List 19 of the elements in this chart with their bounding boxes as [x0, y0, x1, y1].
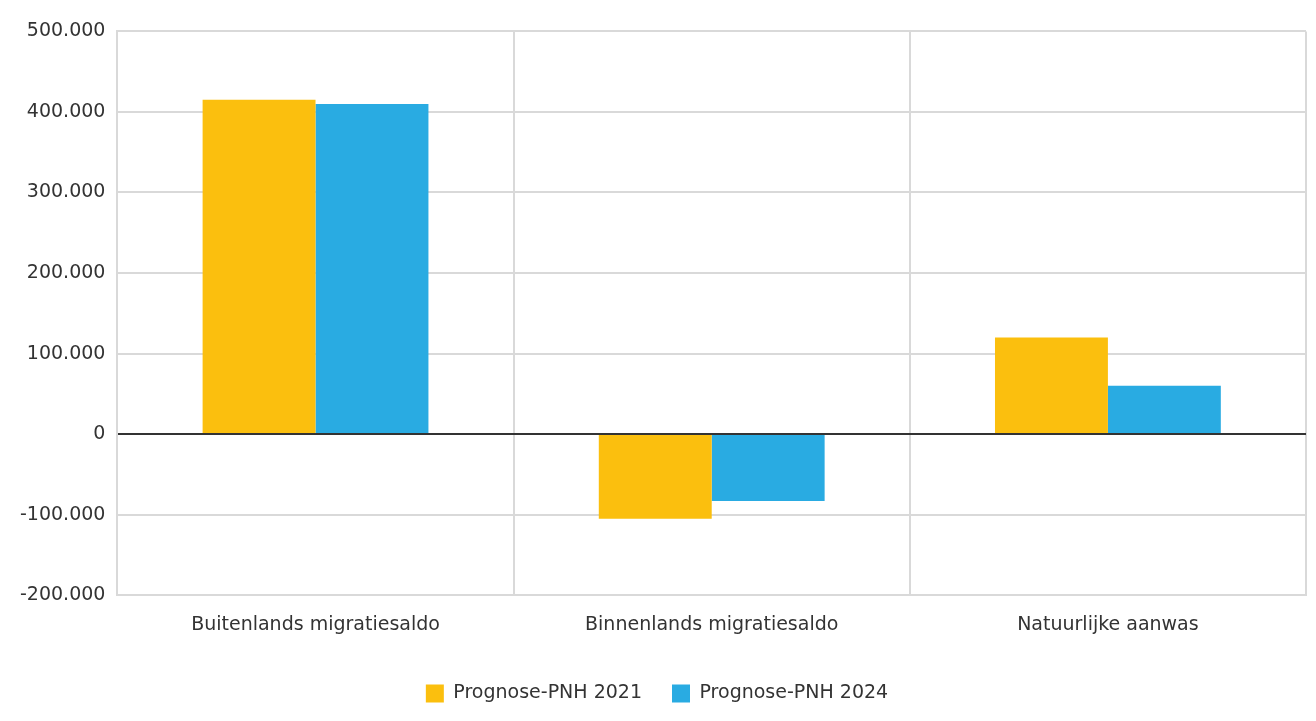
x-tick-label: Natuurlijke aanwas	[1017, 611, 1199, 634]
x-tick-label: Binnenlands migratiesaldo	[585, 611, 839, 634]
x-tick-label: Buitenlands migratiesaldo	[191, 611, 440, 634]
bar	[315, 103, 429, 434]
legend-label: Prognose-PNH 2021	[453, 680, 643, 703]
bar	[994, 337, 1108, 434]
y-tick-label: 400.000	[26, 98, 106, 121]
y-tick-label: 300.000	[26, 179, 106, 202]
y-tick-label: 0	[93, 421, 106, 444]
y-tick-label: 500.000	[26, 18, 106, 41]
y-tick-label: -200.000	[19, 582, 106, 605]
bar	[202, 99, 316, 434]
bar	[598, 435, 712, 519]
y-tick-label: -100.000	[19, 501, 106, 524]
bar	[1107, 385, 1221, 434]
legend-label: Prognose-PNH 2024	[699, 680, 889, 703]
y-tick-label: 200.000	[26, 259, 106, 282]
y-tick-label: 100.000	[26, 340, 106, 363]
bar	[711, 435, 825, 501]
